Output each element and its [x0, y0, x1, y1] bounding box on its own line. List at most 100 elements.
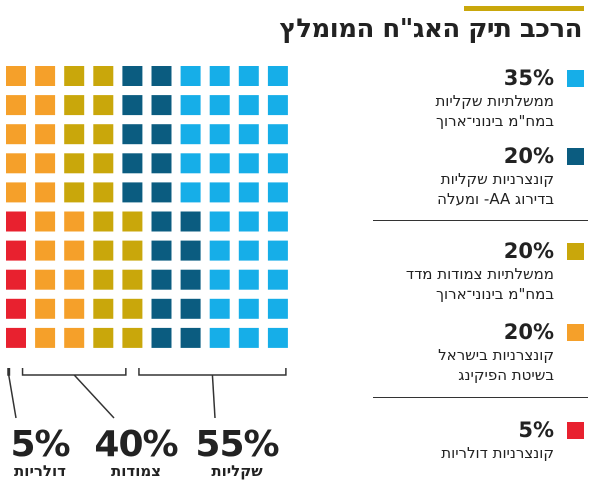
waffle-cell: [93, 211, 114, 232]
legend-label-line: קונצרניות דולריות: [441, 444, 554, 462]
waffle-cell: [180, 153, 201, 174]
waffle-cell: [64, 66, 85, 86]
group-bracket: [138, 368, 287, 376]
waffle-cell: [64, 182, 85, 203]
waffle-cell: [64, 124, 85, 145]
waffle-cell: [267, 153, 288, 174]
waffle-cell: [267, 211, 288, 232]
waffle-cell: [151, 153, 172, 174]
waffle-cell: [35, 211, 56, 232]
waffle-cell: [6, 95, 26, 116]
waffle-cell: [209, 124, 230, 145]
waffle-cell: [238, 327, 259, 348]
waffle-cell: [151, 240, 172, 261]
legend-label-line: קונצרניות בישראל: [438, 346, 554, 364]
legend-item: 20% קונצרניות שקליות בדירוג AA- ומעלה: [364, 144, 584, 208]
waffle-cell: [180, 269, 201, 290]
waffle-cell: [180, 66, 201, 86]
waffle-cell: [6, 153, 26, 174]
waffle-cell: [122, 66, 143, 86]
waffle-cell: [93, 269, 114, 290]
waffle-cell: [35, 153, 56, 174]
waffle-cell: [122, 240, 143, 261]
group-label: דולריות: [14, 462, 66, 480]
waffle-cell: [180, 95, 201, 116]
legend-label-line: ממשלתיות צמודות מדד: [405, 265, 554, 283]
waffle-cell: [209, 327, 230, 348]
waffle-cell: [209, 211, 230, 232]
legend-percentage: 20%: [503, 239, 554, 263]
waffle-cell: [180, 124, 201, 145]
legend-label: קונצרניות שקליות בדירוג AA- ומעלה: [359, 169, 554, 209]
waffle-cell: [180, 240, 201, 261]
group-percentage: 40%: [94, 424, 178, 465]
legend-item: 20% קונצרניות בישראל בשיטת הפיקינג: [364, 320, 584, 384]
waffle-cell: [151, 327, 172, 348]
waffle-cell: [209, 153, 230, 174]
waffle-cell: [35, 95, 56, 116]
waffle-cell: [93, 124, 114, 145]
legend-label-line: ממשלתיות שקליות: [435, 92, 554, 110]
waffle-cell: [64, 95, 85, 116]
group-label: שקליות: [211, 462, 263, 480]
waffle-cell: [35, 269, 56, 290]
waffle-cell: [209, 240, 230, 261]
waffle-cell: [151, 211, 172, 232]
group-percentage: 55%: [195, 424, 279, 465]
legend-item: 5% קונצרניות דולריות: [364, 418, 584, 478]
waffle-cell: [6, 211, 26, 232]
waffle-cell: [35, 298, 56, 319]
waffle-cell: [180, 211, 201, 232]
waffle-cell: [122, 124, 143, 145]
waffle-cell: [122, 182, 143, 203]
legend-swatch: [567, 243, 584, 260]
group-connector: [7, 374, 17, 419]
waffle-cell: [35, 240, 56, 261]
legend-label: קונצרניות בישראל בשיטת הפיקינג: [359, 345, 554, 385]
waffle-cell: [6, 327, 26, 348]
waffle-cell: [93, 298, 114, 319]
waffle-cell: [122, 298, 143, 319]
waffle-cell: [209, 95, 230, 116]
waffle-cell: [267, 124, 288, 145]
group-connector: [73, 374, 115, 419]
legend-item: 20% ממשלתיות צמודות מדד במח"מ בינוני־ארוך: [364, 239, 584, 303]
legend-label-line: קונצרניות שקליות: [440, 170, 554, 188]
group-label: צמודות: [110, 462, 161, 480]
waffle-cell: [93, 327, 114, 348]
waffle-cell: [35, 124, 56, 145]
waffle-cell: [6, 269, 26, 290]
waffle-cell: [6, 124, 26, 145]
legend-item: 35% ממשלתיות שקליות במח"מ בינוני־ארוך: [364, 66, 584, 130]
waffle-cell: [64, 211, 85, 232]
group-bracket: [21, 368, 127, 376]
legend-label: ממשלתיות שקליות במח"מ בינוני־ארוך: [359, 91, 554, 131]
waffle-cell: [64, 269, 85, 290]
chart-title: הרכב תיק האג"ח המומלץ: [279, 14, 583, 44]
waffle-cell: [6, 298, 26, 319]
legend-label-line: במח"מ בינוני־ארוך: [435, 112, 554, 130]
waffle-cell: [238, 211, 259, 232]
waffle-cell: [267, 327, 288, 348]
legend-divider: [373, 220, 588, 221]
waffle-cell: [64, 327, 85, 348]
legend-percentage: 35%: [503, 66, 554, 90]
legend-swatch: [567, 70, 584, 87]
legend-label-line: בשיטת הפיקינג: [458, 366, 554, 384]
waffle-cell: [151, 182, 172, 203]
waffle-cell: [151, 124, 172, 145]
waffle-cell: [209, 66, 230, 86]
waffle-cell: [35, 66, 56, 86]
waffle-cell: [267, 269, 288, 290]
waffle-cell: [122, 211, 143, 232]
waffle-cell: [64, 298, 85, 319]
waffle-cell: [64, 153, 85, 174]
legend-label-line: במח"מ בינוני־ארוך: [435, 285, 554, 303]
waffle-cell: [151, 95, 172, 116]
waffle-cell: [6, 240, 26, 261]
waffle-cell: [267, 240, 288, 261]
legend-label-line: בדירוג AA- ומעלה: [437, 190, 554, 208]
waffle-cell: [151, 269, 172, 290]
waffle-cell: [180, 182, 201, 203]
waffle-cell: [93, 240, 114, 261]
